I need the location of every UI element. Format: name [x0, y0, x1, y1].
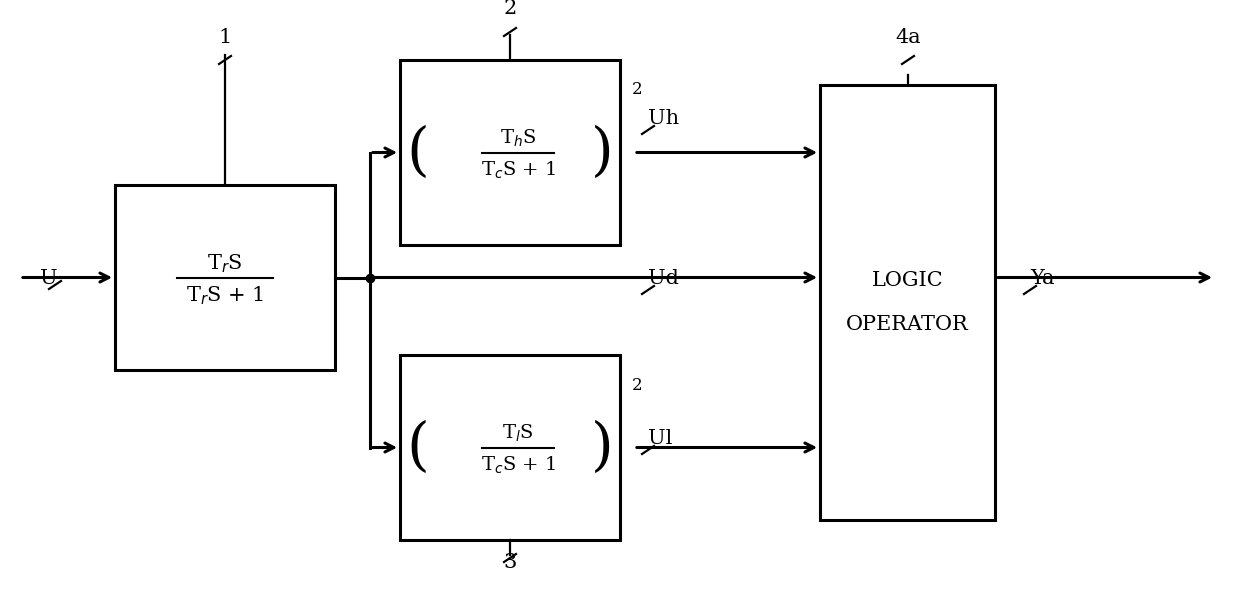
Text: Ud: Ud	[649, 268, 678, 288]
Text: T$_r$S + 1: T$_r$S + 1	[186, 284, 264, 307]
Text: OPERATOR: OPERATOR	[846, 315, 968, 334]
Text: ): )	[590, 125, 614, 180]
Bar	[401, 355, 620, 540]
Text: T$_h$S: T$_h$S	[500, 128, 536, 149]
Text: 2: 2	[632, 377, 642, 394]
Text: Ya: Ya	[1030, 268, 1054, 288]
Bar	[401, 60, 620, 245]
Text: T$_r$S: T$_r$S	[207, 252, 243, 275]
Text: 1: 1	[218, 28, 232, 47]
Text: ): )	[590, 419, 614, 476]
Text: (: (	[407, 419, 429, 476]
Text: U: U	[40, 268, 57, 288]
Text: (: (	[407, 125, 429, 180]
Text: T$_c$S + 1: T$_c$S + 1	[481, 160, 556, 181]
Bar	[115, 185, 335, 370]
Text: 2: 2	[632, 81, 642, 98]
Text: T$_c$S + 1: T$_c$S + 1	[481, 455, 556, 476]
Text: Uh: Uh	[649, 108, 680, 128]
Text: LOGIC: LOGIC	[872, 271, 944, 290]
Text: 3: 3	[503, 553, 517, 572]
Text: 2: 2	[503, 0, 517, 18]
Bar	[820, 85, 994, 520]
Text: T$_l$S: T$_l$S	[502, 423, 533, 444]
Text: Ul: Ul	[649, 428, 672, 447]
Text: 4a: 4a	[895, 28, 921, 47]
